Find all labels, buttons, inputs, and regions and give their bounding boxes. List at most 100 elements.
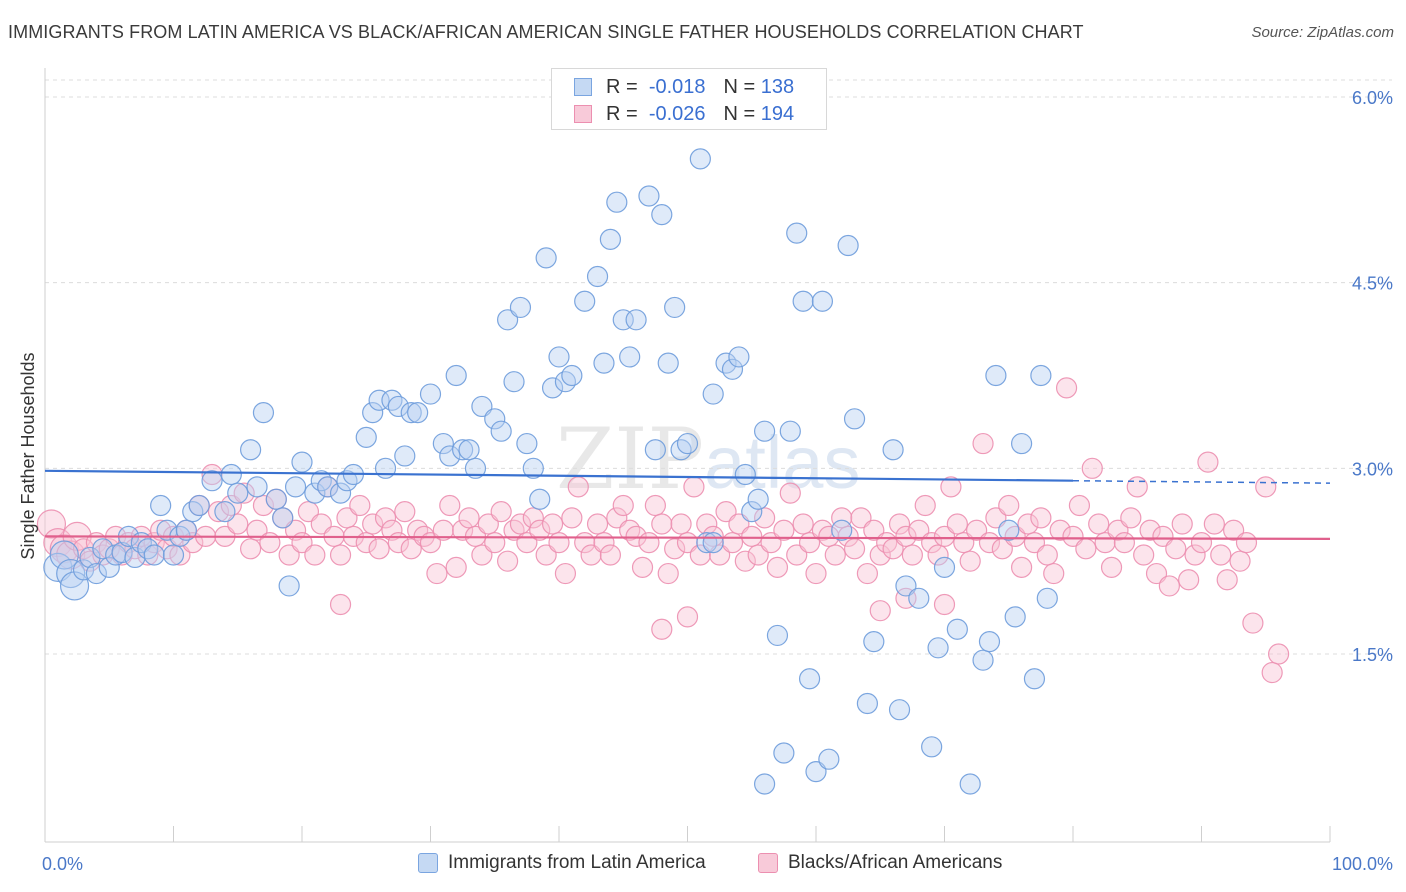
data-point	[233, 482, 255, 504]
data-point	[426, 562, 448, 585]
data-point	[959, 773, 981, 795]
data-point	[638, 185, 660, 207]
data-point	[998, 494, 1020, 517]
data-point	[702, 531, 724, 554]
pink-swatch-icon	[758, 853, 778, 873]
data-point	[49, 540, 79, 570]
data-point	[381, 389, 403, 411]
data-point	[1004, 525, 1026, 548]
data-point	[336, 470, 358, 492]
data-point	[773, 742, 795, 764]
data-point	[124, 538, 146, 560]
data-point	[1267, 643, 1290, 665]
data-point	[1010, 556, 1033, 578]
data-point	[490, 501, 512, 523]
data-point	[599, 228, 622, 250]
data-point	[747, 544, 769, 566]
data-point	[329, 593, 352, 616]
chart-title: IMMIGRANTS FROM LATIN AMERICA VS BLACK/A…	[8, 22, 1084, 42]
data-point	[593, 352, 615, 374]
data-point	[914, 494, 936, 517]
data-point	[998, 519, 1020, 541]
data-point	[252, 402, 275, 424]
data-point	[696, 513, 718, 535]
data-point	[734, 550, 756, 572]
data-point	[631, 556, 654, 578]
data-point	[1223, 519, 1245, 541]
data-point	[452, 439, 474, 461]
data-point	[985, 507, 1007, 529]
data-point	[561, 364, 583, 387]
data-point	[1158, 575, 1180, 597]
data-point	[966, 519, 988, 541]
data-point	[1030, 364, 1052, 387]
legend-label: Immigrants from Latin America	[448, 852, 706, 873]
data-point	[368, 538, 390, 560]
data-point	[927, 637, 949, 659]
data-point	[497, 309, 519, 331]
r-label: R =	[606, 75, 638, 98]
data-point	[349, 494, 371, 517]
data-point	[753, 507, 776, 529]
data-point	[304, 482, 326, 504]
legend-item-black-african-american: Blacks/African Americans	[758, 852, 1002, 874]
data-point	[1036, 544, 1058, 566]
data-point	[670, 439, 692, 461]
data-point	[355, 426, 377, 448]
data-point	[1242, 612, 1264, 634]
data-point	[1010, 432, 1033, 455]
data-point	[150, 494, 172, 517]
data-point	[278, 575, 300, 597]
data-point	[895, 525, 917, 548]
data-point	[541, 377, 564, 399]
data-point	[548, 346, 570, 368]
data-point	[786, 544, 808, 566]
data-point	[1145, 562, 1168, 585]
data-point	[400, 538, 422, 560]
data-point	[471, 544, 493, 566]
data-point	[856, 562, 879, 585]
data-point	[1255, 476, 1277, 498]
data-point	[580, 544, 602, 566]
data-point	[432, 519, 454, 541]
data-point	[586, 513, 609, 535]
data-point	[368, 389, 390, 411]
data-point	[362, 513, 384, 535]
data-point	[329, 482, 352, 504]
data-point	[439, 445, 461, 467]
data-point	[503, 519, 525, 541]
data-point	[1216, 569, 1238, 591]
data-point	[888, 513, 911, 535]
data-point	[272, 507, 294, 529]
data-point	[207, 501, 230, 523]
data-point	[818, 525, 840, 548]
data-point	[856, 692, 879, 715]
data-point	[1023, 668, 1046, 690]
data-point	[1068, 494, 1091, 517]
data-point	[175, 519, 197, 541]
data-point	[150, 519, 172, 541]
data-point	[933, 556, 956, 578]
data-point	[702, 383, 724, 405]
data-point	[651, 618, 673, 640]
data-point	[458, 507, 480, 529]
data-point	[522, 507, 544, 529]
data-point	[895, 575, 917, 597]
watermark-zip: ZIP	[556, 410, 705, 508]
data-point	[715, 352, 737, 374]
data-point	[458, 439, 480, 461]
data-point	[156, 519, 178, 541]
data-point	[644, 494, 666, 517]
data-point	[946, 618, 968, 640]
data-point	[98, 538, 120, 560]
data-point	[1081, 457, 1103, 479]
data-point	[407, 402, 429, 424]
data-point	[972, 432, 994, 455]
x-tick-label: 100.0%	[1332, 854, 1393, 874]
data-point	[1120, 507, 1142, 529]
data-point	[240, 538, 262, 560]
data-point	[638, 531, 660, 554]
data-point	[792, 513, 814, 535]
data-point	[843, 538, 866, 560]
data-point	[786, 222, 808, 244]
